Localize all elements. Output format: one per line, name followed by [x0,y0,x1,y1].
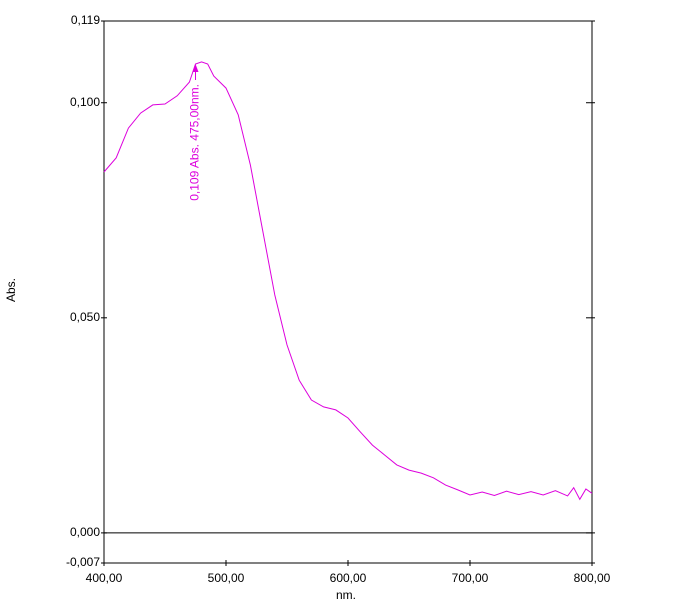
y-tick-label: 0,100 [70,95,100,109]
x-tick-label: 600,00 [330,571,367,585]
annotation-arrow [192,64,199,73]
y-tick-label: 0,119 [71,13,100,27]
y-tick-label: -0,007 [66,555,100,569]
y-tick-label: 0,000 [70,525,100,539]
y-tick-label: 0,050 [70,310,100,324]
x-tick-label: 800,00 [574,571,611,585]
x-tick-label: 400,00 [86,571,123,585]
x-tick-label: 700,00 [452,571,489,585]
x-tick-label: 500,00 [208,571,245,585]
spectrum-line [103,61,593,501]
x-axis-label: nm. [336,588,356,602]
annotation-text: 0,109 Abs. 475,00nm. [188,84,202,201]
plot-frame [103,20,593,564]
y-axis-label: Abs. [4,278,18,302]
